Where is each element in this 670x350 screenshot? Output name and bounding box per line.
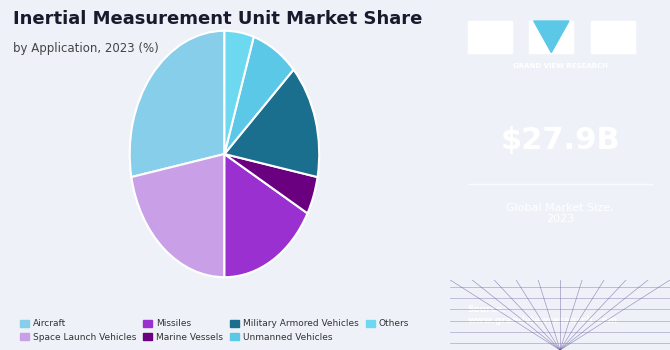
- Text: Global Market Size,
2023: Global Market Size, 2023: [507, 203, 614, 224]
- Text: Inertial Measurement Unit Market Share: Inertial Measurement Unit Market Share: [13, 10, 423, 28]
- Wedge shape: [130, 31, 224, 177]
- Text: $27.9B: $27.9B: [500, 126, 620, 154]
- Wedge shape: [224, 70, 319, 177]
- Text: by Application, 2023 (%): by Application, 2023 (%): [13, 42, 159, 55]
- Polygon shape: [534, 21, 569, 52]
- Legend: Aircraft, Space Launch Vehicles, Missiles, Marine Vessels, Military Armored Vehi: Aircraft, Space Launch Vehicles, Missile…: [17, 316, 412, 345]
- FancyBboxPatch shape: [529, 21, 574, 52]
- Wedge shape: [224, 154, 308, 277]
- Wedge shape: [224, 31, 254, 154]
- Text: Source:
www.grandviewresearch.com: Source: www.grandviewresearch.com: [468, 305, 618, 325]
- FancyBboxPatch shape: [591, 21, 635, 52]
- Wedge shape: [131, 154, 224, 277]
- Wedge shape: [224, 154, 318, 214]
- FancyBboxPatch shape: [468, 21, 512, 52]
- Wedge shape: [224, 37, 293, 154]
- Text: GRAND VIEW RESEARCH: GRAND VIEW RESEARCH: [513, 63, 608, 69]
